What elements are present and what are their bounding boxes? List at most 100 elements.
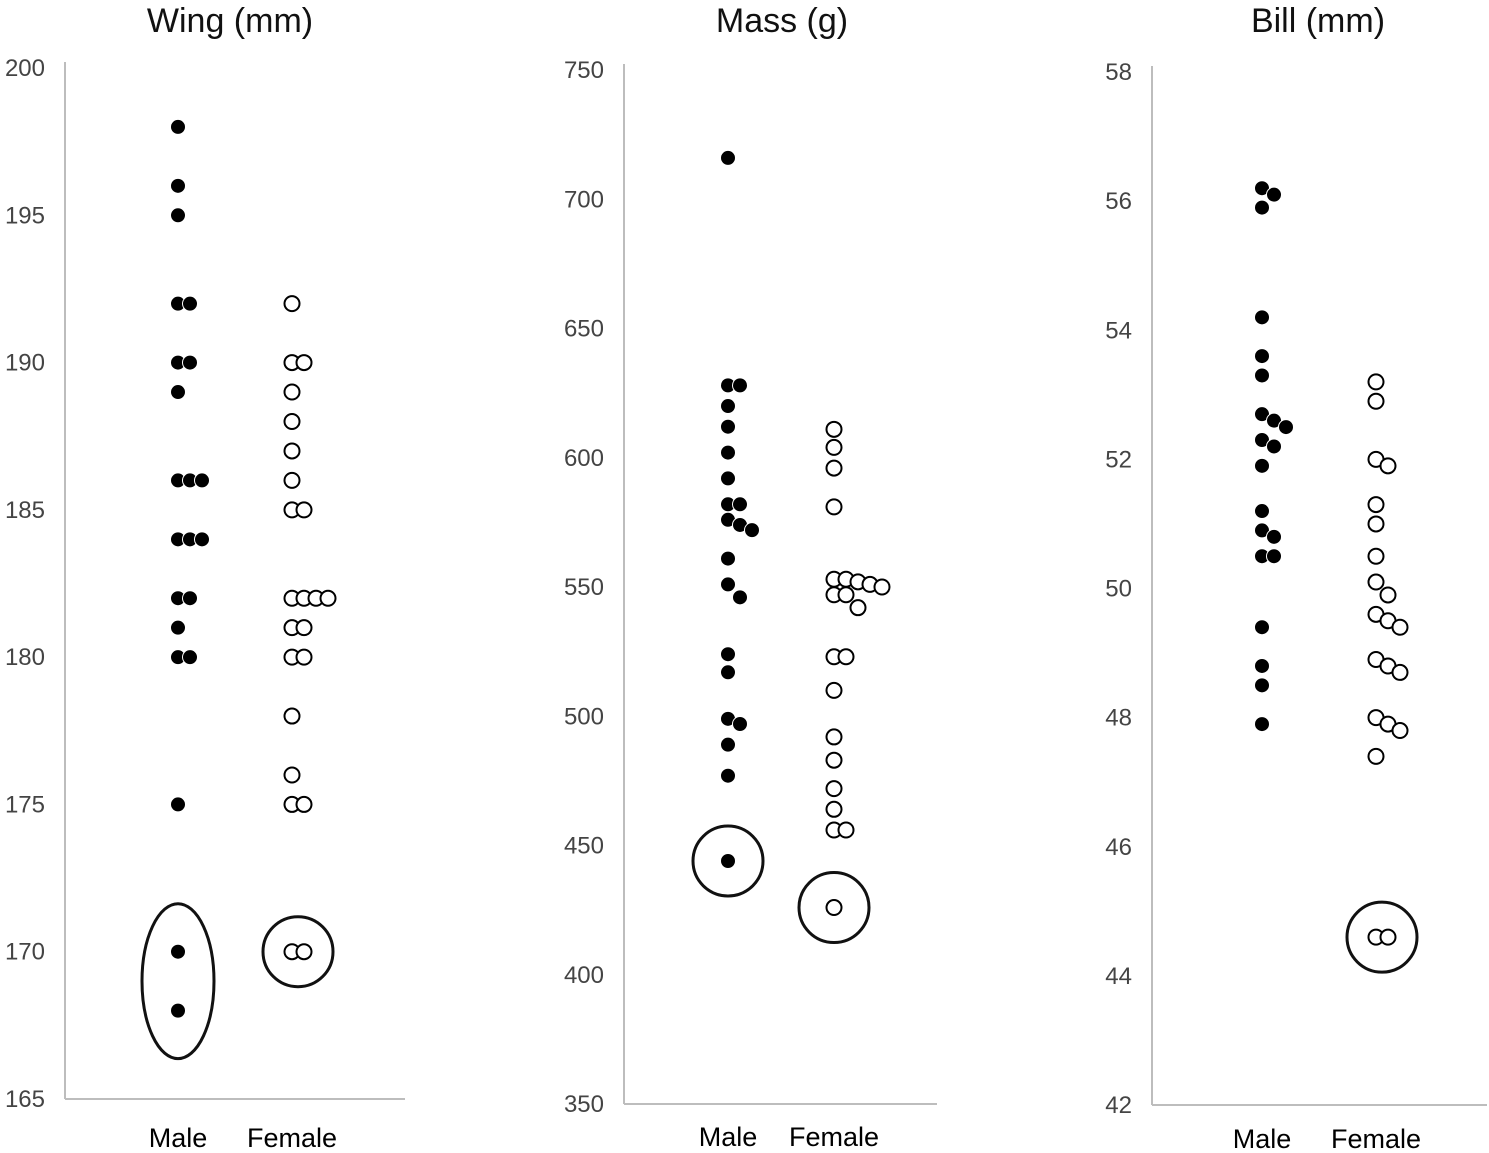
male-data-point: [720, 470, 736, 487]
male-data-point: [720, 664, 736, 681]
y-tick-label: 400: [564, 962, 604, 989]
y-tick-label: 350: [564, 1091, 604, 1118]
female-data-point: [825, 438, 843, 456]
female-data-point: [295, 795, 313, 813]
y-tick-label: 190: [5, 350, 45, 377]
outlier-circle: [1345, 900, 1419, 974]
male-data-point: [182, 354, 198, 371]
x-category-label: Male: [149, 1123, 208, 1153]
male-data-point: [1254, 199, 1270, 216]
male-data-point: [720, 418, 736, 435]
female-data-point: [1391, 722, 1409, 740]
outlier-circle: [797, 871, 871, 945]
male-data-point: [720, 398, 736, 415]
female-data-point: [873, 578, 891, 596]
male-data-point: [170, 384, 186, 401]
female-data-point: [1367, 747, 1385, 765]
y-tick-label: 750: [564, 57, 604, 84]
outlier-circle: [691, 824, 765, 898]
female-data-point: [1367, 547, 1385, 565]
female-data-point: [837, 586, 855, 604]
male-data-point: [1254, 457, 1270, 474]
female-data-point: [283, 412, 301, 430]
y-tick-label: 54: [1105, 317, 1132, 344]
panel-wing: Wing (mm) 165 170 175 180 185 190 195 200 Male Fem…: [5, 2, 405, 1153]
female-data-point: [1367, 392, 1385, 410]
y-tick-label: 165: [5, 1086, 45, 1113]
y-tick-label: 170: [5, 939, 45, 966]
male-data-point: [1254, 657, 1270, 674]
panel-title: Mass (g): [716, 2, 848, 40]
female-data-point: [825, 420, 843, 438]
male-data-point: [170, 619, 186, 636]
female-data-point: [283, 707, 301, 725]
male-data-point: [1254, 619, 1270, 636]
x-category-label: Male: [699, 1122, 758, 1152]
male-data-point: [732, 716, 748, 733]
female-data-point: [825, 728, 843, 746]
male-data-point: [720, 444, 736, 461]
male-data-point: [720, 736, 736, 753]
y-tick-label: 185: [5, 497, 45, 524]
male-data-point: [720, 149, 736, 166]
male-data-point: [720, 853, 736, 870]
male-data-point: [1266, 438, 1282, 455]
male-data-point: [744, 522, 760, 539]
female-data-point: [837, 821, 855, 839]
male-data-point: [720, 550, 736, 567]
y-tick-label: 42: [1105, 1092, 1132, 1119]
male-data-point: [1254, 367, 1270, 384]
y-tick-label: 195: [5, 202, 45, 229]
female-data-point: [295, 354, 313, 372]
male-data-point: [1254, 503, 1270, 520]
panel-bill: Bill (mm) 42 44 46 48 50 52 54 56 58 Male Female: [1105, 2, 1487, 1153]
male-data-point: [194, 531, 210, 548]
male-data-point: [1254, 716, 1270, 733]
male-data-point: [720, 646, 736, 663]
female-data-point: [1391, 618, 1409, 636]
female-data-point: [1367, 515, 1385, 533]
female-data-point: [1379, 586, 1397, 604]
female-data-point: [825, 800, 843, 818]
male-data-point: [720, 767, 736, 784]
male-data-point: [1254, 309, 1270, 326]
female-data-point: [1379, 457, 1397, 475]
y-tick-label: 46: [1105, 834, 1132, 861]
female-data-point: [319, 589, 337, 607]
female-data-point: [825, 751, 843, 769]
male-data-point: [182, 649, 198, 666]
female-data-point: [837, 648, 855, 666]
female-data-point: [283, 295, 301, 313]
y-tick-label: 600: [564, 445, 604, 472]
female-data-point: [825, 899, 843, 917]
male-data-point: [182, 295, 198, 312]
female-data-point: [283, 471, 301, 489]
y-tick-label: 200: [5, 55, 45, 82]
y-tick-label: 48: [1105, 705, 1132, 732]
male-data-point: [720, 576, 736, 593]
y-tick-label: 650: [564, 316, 604, 343]
male-data-point: [732, 377, 748, 394]
panel-mass: Mass (g) 350 400 450 500 550 600 650 700 750 Male F…: [564, 2, 937, 1152]
male-data-point: [170, 177, 186, 194]
x-category-label: Female: [247, 1123, 337, 1153]
panel-title: Wing (mm): [147, 2, 313, 40]
female-data-point: [1367, 573, 1385, 591]
female-data-point: [295, 943, 313, 961]
female-data-point: [1367, 373, 1385, 391]
male-data-point: [170, 796, 186, 813]
male-data-point: [170, 118, 186, 135]
y-tick-label: 180: [5, 644, 45, 671]
female-data-point: [283, 766, 301, 784]
male-data-point: [1254, 677, 1270, 694]
y-tick-label: 56: [1105, 188, 1132, 215]
y-tick-label: 700: [564, 186, 604, 213]
male-data-point: [1278, 419, 1294, 436]
y-tick-label: 175: [5, 791, 45, 818]
female-data-point: [825, 780, 843, 798]
male-data-point: [1254, 348, 1270, 365]
female-data-point: [849, 599, 867, 617]
female-data-point: [825, 681, 843, 699]
outlier-circle: [261, 915, 335, 989]
